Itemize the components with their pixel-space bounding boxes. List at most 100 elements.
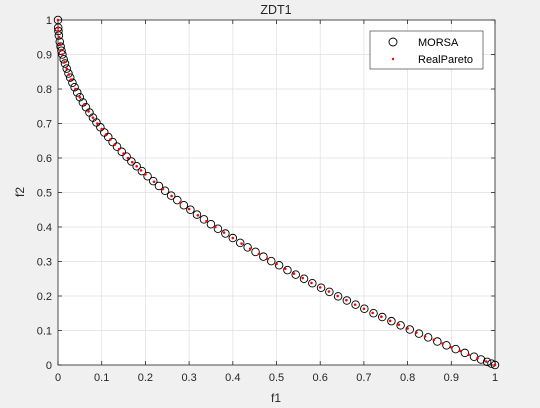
morsa-point [65, 73, 75, 82]
morsa-point [342, 296, 352, 305]
legend-box [369, 30, 484, 70]
realpareto-point [96, 122, 99, 125]
realpareto-point [283, 267, 287, 271]
morsa-point [360, 304, 369, 314]
realpareto-point [353, 303, 357, 306]
realpareto-point [67, 73, 71, 76]
x-tick-label: 0.4 [225, 372, 240, 384]
morsa-point [228, 233, 238, 243]
realpareto-point [179, 201, 182, 204]
morsa-point [267, 256, 276, 266]
realpareto-point [74, 87, 77, 91]
legend: MORSA RealPareto [369, 30, 484, 70]
morsa-point [243, 243, 252, 252]
legend-marker-morsa [388, 37, 398, 47]
realpareto-point [87, 110, 90, 113]
x-tick-label: 0.8 [400, 372, 415, 384]
morsa-point [299, 274, 309, 284]
morsa-point [70, 83, 79, 92]
morsa-point [396, 321, 405, 330]
morsa-point [369, 309, 378, 318]
morsa-point [274, 261, 284, 270]
x-axis-label: f1 [271, 391, 281, 405]
realpareto-point [122, 152, 125, 155]
x-tick-label: 0.2 [138, 372, 153, 384]
morsa-point [127, 157, 136, 166]
realpareto-point [57, 35, 61, 39]
morsa-point [62, 64, 71, 73]
realpareto-point [301, 276, 305, 280]
realpareto-point [91, 116, 95, 119]
realpareto-point [205, 219, 208, 223]
morsa-point [154, 181, 164, 191]
realpareto-point [59, 48, 63, 52]
realpareto-point [100, 127, 103, 131]
realpareto-point [467, 353, 471, 356]
morsa-point [490, 360, 500, 370]
realpareto-point [345, 298, 348, 302]
morsa-point [316, 283, 326, 292]
y-tick-label: 0.8 [37, 84, 52, 96]
morsa-point [206, 219, 216, 229]
data-marks [53, 15, 500, 370]
realpareto-point [458, 349, 462, 353]
realpareto-point [117, 147, 121, 151]
x-tick-label: 0.1 [94, 372, 109, 384]
morsa-point [132, 162, 141, 171]
chart-title: ZDT1 [260, 3, 291, 17]
morsa-point [75, 93, 85, 102]
morsa-point [221, 229, 230, 238]
morsa-point [325, 287, 334, 297]
realpareto-point [139, 169, 143, 172]
realpareto-point [423, 335, 427, 338]
realpareto-point [56, 26, 60, 29]
legend-label-morsa: MORSA [418, 37, 459, 49]
morsa-point [476, 355, 486, 364]
realpareto-point [130, 160, 134, 164]
realpareto-point [248, 247, 252, 251]
morsa-point [259, 252, 268, 261]
realpareto-point [135, 164, 138, 168]
y-tick-label: 0 [46, 360, 52, 372]
realpareto-point [113, 143, 117, 146]
realpareto-point [63, 60, 66, 64]
morsa-point [351, 300, 360, 309]
morsa-point [68, 78, 77, 88]
realpareto-point [78, 95, 82, 99]
realpareto-point [336, 294, 339, 298]
realpareto-point [275, 262, 278, 266]
morsa-point [442, 341, 451, 350]
morsa-point [59, 55, 68, 64]
realpareto-point [371, 311, 374, 315]
realpareto-point [196, 213, 200, 217]
morsa-point [166, 191, 176, 200]
morsa-point [112, 142, 122, 151]
realpareto-point [58, 43, 62, 46]
realpareto-point [161, 187, 165, 191]
realpareto-point [318, 286, 322, 289]
realpareto-point [362, 307, 366, 311]
morsa-point [122, 152, 131, 161]
morsa-point [192, 210, 202, 219]
morsa-point [143, 172, 152, 181]
realpareto-point [415, 331, 418, 334]
realpareto-point [397, 323, 401, 326]
morsa-point [451, 344, 460, 354]
realpareto-point [231, 236, 235, 240]
axes-box [57, 19, 496, 366]
realpareto-point [476, 356, 479, 360]
realpareto-point [104, 133, 108, 136]
y-tick-label: 1 [46, 15, 52, 27]
morsa-point [104, 132, 113, 142]
realpareto-point [327, 290, 331, 293]
morsa-point [72, 88, 82, 97]
morsa-point [149, 176, 158, 186]
y-axis-label: f2 [13, 187, 27, 197]
realpareto-point [57, 29, 60, 33]
morsa-point [387, 316, 396, 326]
morsa-point [291, 270, 300, 279]
realpareto-point [380, 315, 383, 319]
morsa-point [460, 348, 470, 358]
morsa-point [251, 247, 260, 257]
